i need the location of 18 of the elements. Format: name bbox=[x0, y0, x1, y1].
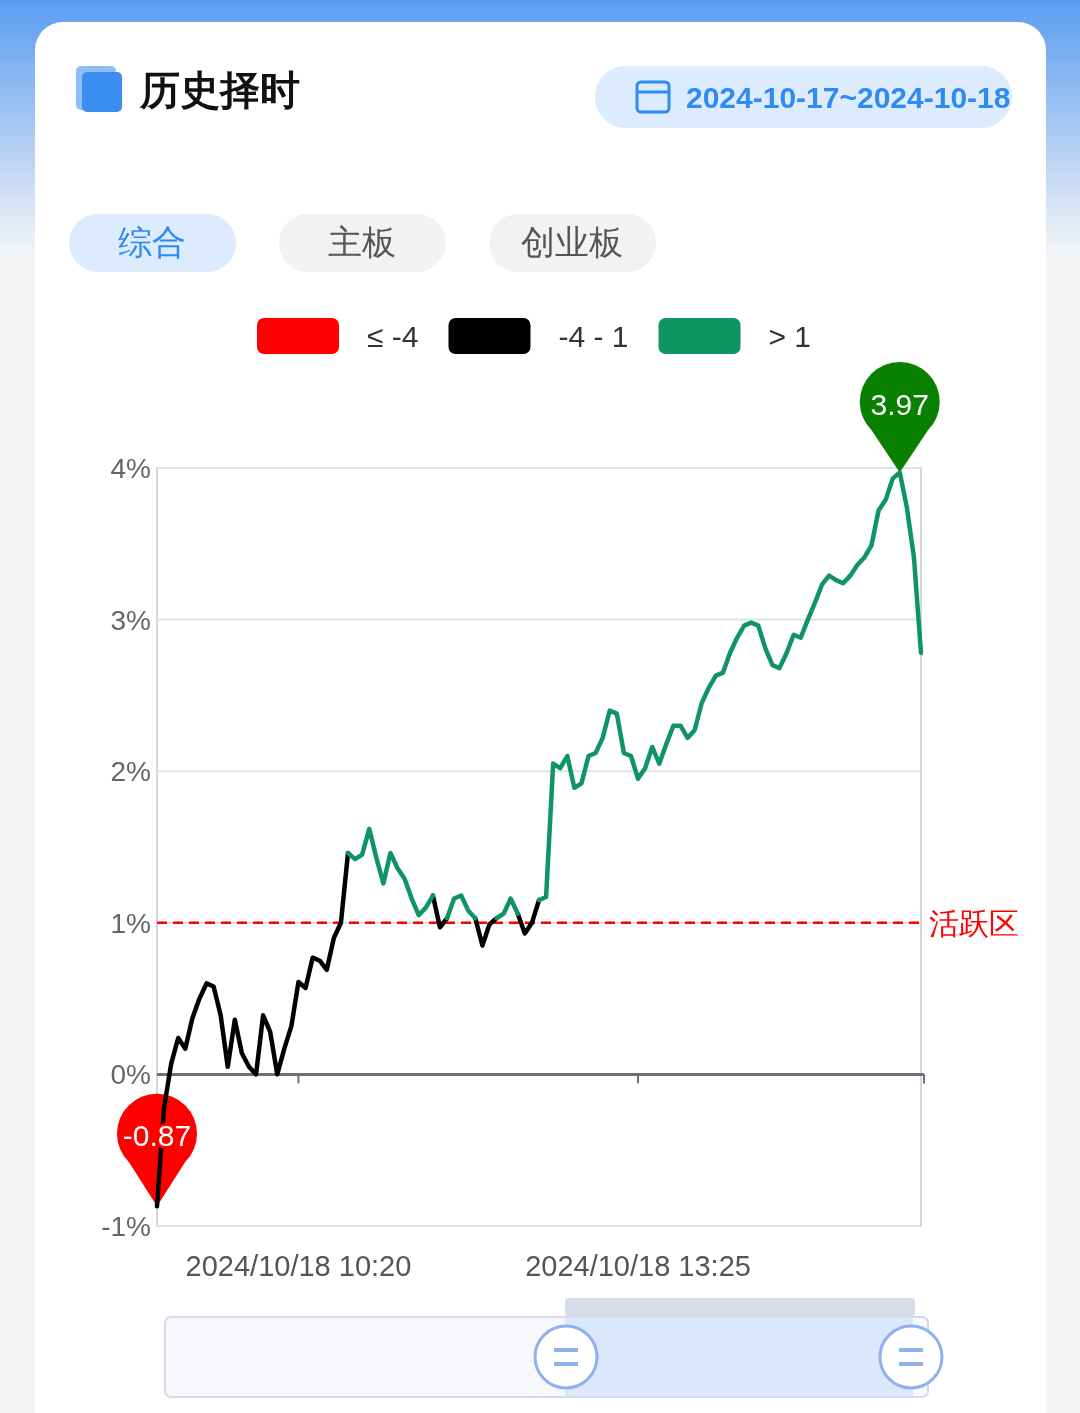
y-tick-label: 4% bbox=[110, 453, 151, 484]
chart-title: 历史择时 bbox=[139, 68, 300, 112]
annotation: 3.97 bbox=[870, 387, 929, 421]
y-tick-label: 3% bbox=[110, 604, 151, 636]
y-tick-label: 2% bbox=[110, 756, 151, 788]
chart-subtitle: 2024-10-17~2024-10-18 bbox=[686, 81, 1011, 114]
text: 综合 bbox=[118, 223, 186, 261]
y-tick-label: -1% bbox=[101, 1211, 151, 1242]
legend-label: ≤ -4 bbox=[367, 320, 419, 353]
text: 创业板 bbox=[521, 223, 623, 261]
text: 主板 bbox=[328, 223, 396, 261]
x-tick-label: 2024/10/18 10:20 bbox=[185, 1250, 412, 1282]
legend-label: > 1 bbox=[768, 320, 812, 353]
ref-line-label: 活跃区 bbox=[929, 906, 1019, 940]
y-tick-label: 1% bbox=[110, 907, 151, 939]
y-tick-label: 0% bbox=[110, 1059, 151, 1091]
legend-label: -4 - 1 bbox=[558, 320, 629, 353]
x-tick-label: 2024/10/18 13:25 bbox=[525, 1250, 751, 1282]
